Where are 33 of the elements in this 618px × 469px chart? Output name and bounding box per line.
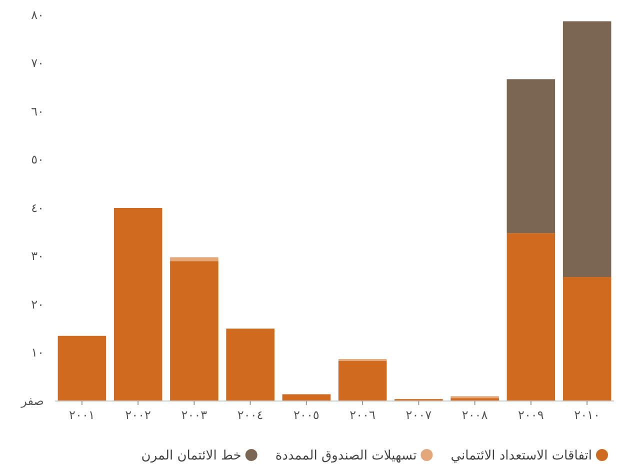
bar: [114, 208, 162, 401]
x-tick-label: ٢٠٠٣: [181, 408, 208, 422]
legend-label: تسهيلات الصندوق الممددة: [275, 448, 418, 464]
bar: [282, 394, 331, 401]
y-tick-label: صفر: [20, 394, 44, 408]
x-tick-label: ٢٠٠٨: [462, 408, 488, 422]
x-tick-label: ٢٠٠٤: [237, 408, 264, 422]
y-tick-label: ٧٠: [31, 56, 44, 70]
bar: [506, 233, 556, 401]
y-tick-label: ١٠: [31, 346, 44, 360]
bar: [562, 276, 612, 401]
legend-label: اتفاقات الاستعداد الائتماني: [450, 448, 592, 464]
bar: [506, 79, 556, 234]
x-tick-label: ٢٠٠٩: [518, 408, 544, 422]
bar: [170, 261, 218, 401]
x-tick-label: ٢٠٠٦: [350, 408, 376, 422]
bar: [562, 21, 612, 277]
y-tick-label: ٥٠: [31, 152, 44, 167]
y-tick-label: ٢٠: [31, 297, 44, 312]
bar: [226, 328, 274, 401]
x-tick-label: ٢٠١٠: [574, 408, 600, 422]
legend-label: خط الائتمان المرن: [141, 448, 242, 464]
y-tick-label: ٤٠: [31, 200, 44, 215]
y-tick-label: ٨٠: [31, 8, 44, 22]
bar: [58, 336, 106, 401]
x-tick-label: ٢٠٠٢: [125, 408, 151, 422]
x-tick-label: ٢٠٠٥: [294, 408, 320, 422]
bar: [170, 257, 218, 262]
y-tick-label: ٣٠: [31, 249, 44, 264]
x-tick-label: ٢٠٠١: [69, 408, 95, 422]
x-tick-label: ٢٠٠٧: [406, 408, 432, 422]
y-tick-label: ٦٠: [31, 104, 44, 118]
bar: [338, 360, 387, 401]
